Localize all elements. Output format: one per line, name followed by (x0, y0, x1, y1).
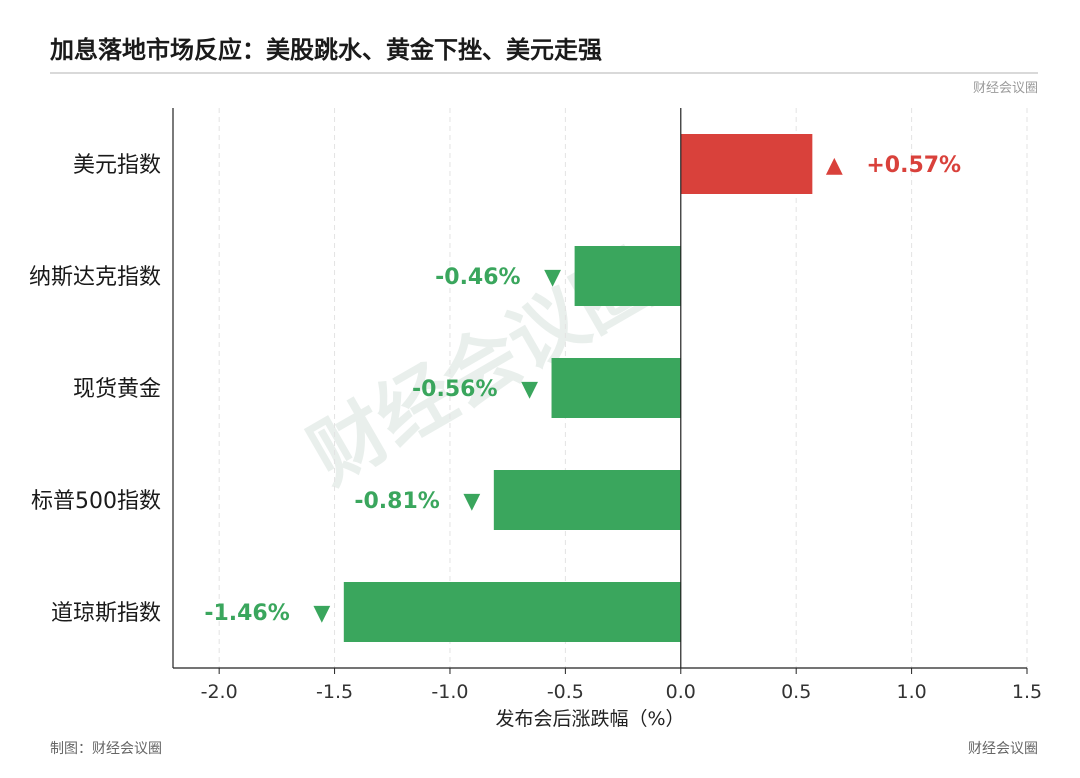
category-label: 纳斯达克指数 (29, 265, 161, 290)
down-marker: ▼ (521, 377, 538, 402)
category-label: 标普500指数 (31, 489, 161, 514)
x-tick-label: -2.0 (201, 681, 238, 703)
x-tick-label: -1.0 (431, 681, 468, 703)
bar (343, 582, 681, 642)
bar (551, 358, 681, 418)
x-tick-label: 1.0 (896, 681, 926, 703)
x-tick-label: 0.5 (781, 681, 811, 703)
category-label: 现货黄金 (73, 377, 161, 402)
bars (343, 134, 813, 642)
x-axis-title: 发布会后涨跌幅（%） (495, 708, 684, 730)
x-tick-label: 0.0 (666, 681, 696, 703)
title-divider (50, 72, 1038, 74)
labels: 美元指数 ▲ +0.57% 纳斯达克指数 ▼ -0.46% 现货黄金 ▼ -0.56% 标普500… (29, 153, 961, 626)
axes: -2.0 -1.5 -1.0 -0.5 0.0 0.5 1.0 1.5 (172, 108, 1042, 703)
source-label-top: 财经会议圈 (972, 81, 1038, 96)
x-tick-label: -0.5 (547, 681, 584, 703)
grid-lines (218, 108, 1028, 668)
value-label: -0.56% (412, 377, 497, 402)
chart-title: 加息落地市场反应：美股跳水、黄金下挫、美元走强 (50, 36, 602, 64)
value-label: +0.57% (866, 153, 961, 178)
footer-brand: 财经会议圈 (968, 741, 1038, 757)
value-label: -0.46% (435, 265, 520, 290)
bar (493, 470, 681, 530)
down-marker: ▼ (313, 601, 330, 626)
value-label: -1.46% (204, 601, 289, 626)
bar (680, 134, 813, 194)
down-marker: ▼ (463, 489, 480, 514)
category-label: 美元指数 (73, 153, 161, 178)
x-tick-label: 1.5 (1012, 681, 1042, 703)
up-marker: ▲ (826, 153, 843, 178)
value-label: -0.81% (354, 489, 439, 514)
x-tick-label: -1.5 (316, 681, 353, 703)
bar (574, 246, 681, 306)
down-marker: ▼ (544, 265, 561, 290)
category-label: 道琼斯指数 (51, 601, 161, 626)
footer-credit: 制图：财经会议圈 (50, 741, 162, 757)
